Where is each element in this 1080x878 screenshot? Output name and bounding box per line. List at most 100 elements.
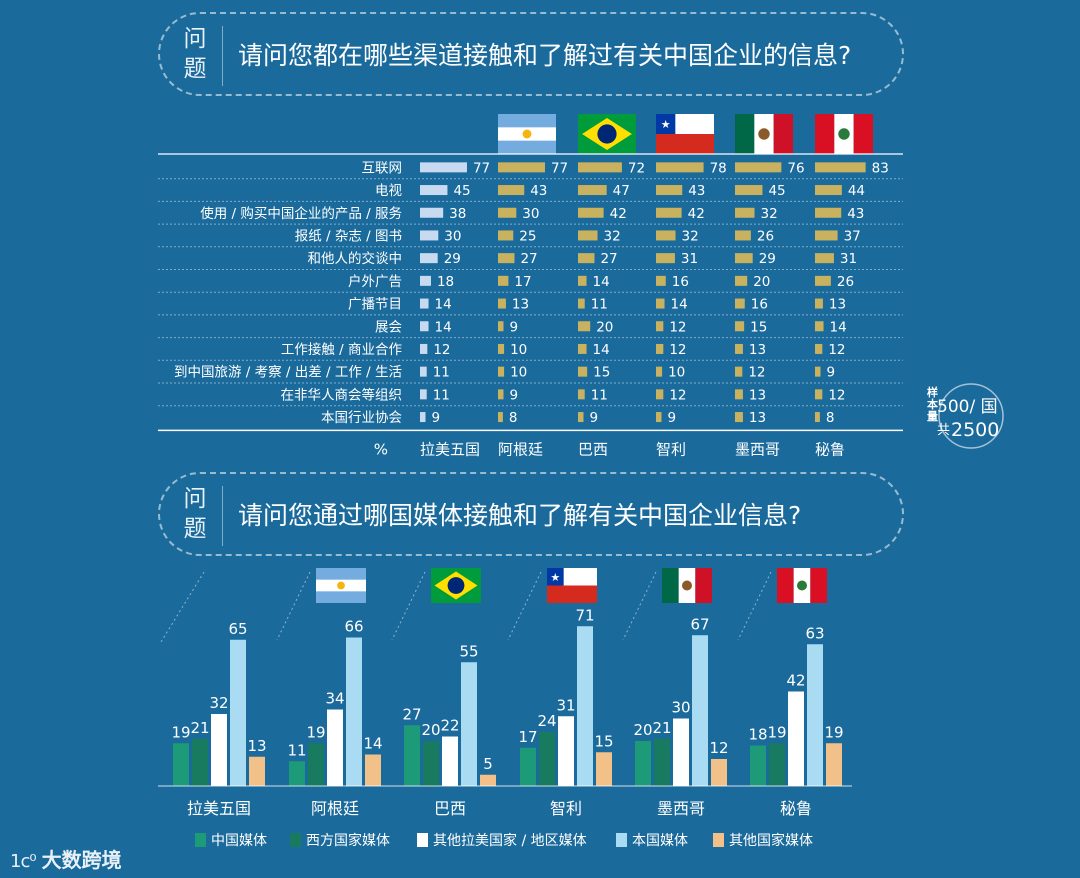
channel-bar <box>498 366 505 377</box>
channel-bar <box>498 298 506 309</box>
channel-value: 13 <box>829 297 846 313</box>
channel-value: 32 <box>604 228 621 244</box>
channel-value: 9 <box>431 410 440 426</box>
group-label: 墨西哥 <box>657 799 705 818</box>
channel-value: 12 <box>748 365 765 381</box>
question-label: 问题 <box>183 26 207 82</box>
media-value: 30 <box>671 699 690 717</box>
group-label: 智利 <box>550 799 582 818</box>
mexico-flag-icon <box>662 568 712 603</box>
channel-bar <box>735 230 751 241</box>
question-text: 请问您通过哪国媒体接触和了解有关中国企业信息? <box>238 501 802 530</box>
chile-flag-icon: ★ <box>656 114 714 154</box>
channel-bar <box>420 230 439 241</box>
channel-bar <box>656 185 683 196</box>
media-bar <box>750 745 766 786</box>
media-bar <box>480 774 496 786</box>
channel-bar <box>815 343 823 354</box>
channel-value: 13 <box>749 342 766 358</box>
media-bar <box>520 747 536 786</box>
sample-total: 2500 <box>951 419 999 441</box>
question-text: 请问您都在哪些渠道接触和了解过有关中国企业的信息? <box>238 41 852 70</box>
media-value: 19 <box>767 723 786 741</box>
channel-value: 42 <box>610 206 627 222</box>
channel-bar <box>578 230 598 241</box>
channel-bar <box>735 389 743 400</box>
channel-value: 15 <box>593 365 610 381</box>
channel-bar <box>420 253 438 264</box>
channel-bar <box>578 162 622 173</box>
channel-bar <box>420 366 427 377</box>
channel-value: 20 <box>596 319 613 335</box>
sample-per-country: 500/ 国 <box>937 397 998 417</box>
channel-bar <box>498 162 545 173</box>
media-value: 65 <box>228 620 247 638</box>
channel-bar <box>656 230 676 241</box>
channel-value: 12 <box>828 387 845 403</box>
column-header: 墨西哥 <box>735 440 780 458</box>
media-value: 14 <box>363 735 382 753</box>
column-header: 拉美五国 <box>420 440 480 458</box>
channel-bar <box>815 321 824 332</box>
channel-value: 20 <box>753 274 770 290</box>
channel-value: 15 <box>750 319 767 335</box>
media-value: 24 <box>537 712 556 730</box>
channel-label: 到中国旅游 / 考察 / 出差 / 工作 / 生活 <box>174 364 402 381</box>
svg-text:其他拉美国家 / 地区媒体: 其他拉美国家 / 地区媒体 <box>433 832 587 849</box>
group-label: 秘鲁 <box>780 799 812 818</box>
channel-value: 12 <box>669 387 686 403</box>
media-bar <box>423 741 439 786</box>
channel-value: 43 <box>530 183 547 199</box>
question-divider <box>222 486 223 546</box>
svg-text:中国媒体: 中国媒体 <box>211 833 267 849</box>
sample-size-label: 样本量 <box>927 385 938 423</box>
channel-value: 12 <box>433 342 450 358</box>
mexico-flag-icon <box>735 114 793 154</box>
media-bar <box>442 736 458 786</box>
channel-bar <box>498 389 504 400</box>
media-bar <box>807 644 823 786</box>
channel-bar <box>420 343 428 354</box>
channel-value: 13 <box>749 387 766 403</box>
channel-bar <box>578 343 587 354</box>
media-value: 20 <box>421 721 440 739</box>
channel-bar <box>656 366 663 377</box>
brazil-flag-icon <box>431 568 481 603</box>
channel-value: 12 <box>669 342 686 358</box>
legend-item: 西方国家媒体 <box>290 832 390 849</box>
svg-text:本国媒体: 本国媒体 <box>632 833 688 849</box>
media-bar <box>327 709 343 786</box>
channel-bar <box>420 321 429 332</box>
channel-value: 11 <box>591 297 608 313</box>
media-bar <box>211 714 227 786</box>
channel-value: 17 <box>514 274 531 290</box>
channel-value: 45 <box>453 183 470 199</box>
channel-bar <box>656 275 666 286</box>
question-divider <box>222 26 223 86</box>
channel-bar <box>815 275 831 286</box>
channel-bar <box>578 207 604 218</box>
channel-value: 10 <box>668 365 685 381</box>
media-value: 21 <box>190 719 209 737</box>
channel-table-chart: 互联网 77 77 72 78 76 83 电视 45 43 47 43 45 44 使用 / 购买中国企业… <box>158 153 903 458</box>
channel-bar <box>498 185 525 196</box>
media-bar <box>249 756 265 786</box>
media-bar <box>230 639 246 786</box>
channel-bar <box>420 185 448 196</box>
channel-value: 13 <box>749 410 766 426</box>
chile-flag-icon: ★ <box>547 568 597 603</box>
channel-value: 30 <box>444 228 461 244</box>
media-value: 27 <box>402 705 421 723</box>
channel-value: 47 <box>613 183 630 199</box>
channel-value: 8 <box>509 410 518 426</box>
channel-value: 77 <box>551 160 568 176</box>
channel-bar <box>735 253 753 264</box>
channel-value: 16 <box>672 274 689 290</box>
channel-bar <box>735 207 755 218</box>
media-bar <box>635 741 651 786</box>
channel-value: 72 <box>628 160 645 176</box>
channel-value: 18 <box>437 274 454 290</box>
channel-bar <box>735 185 763 196</box>
channel-value: 43 <box>688 183 705 199</box>
